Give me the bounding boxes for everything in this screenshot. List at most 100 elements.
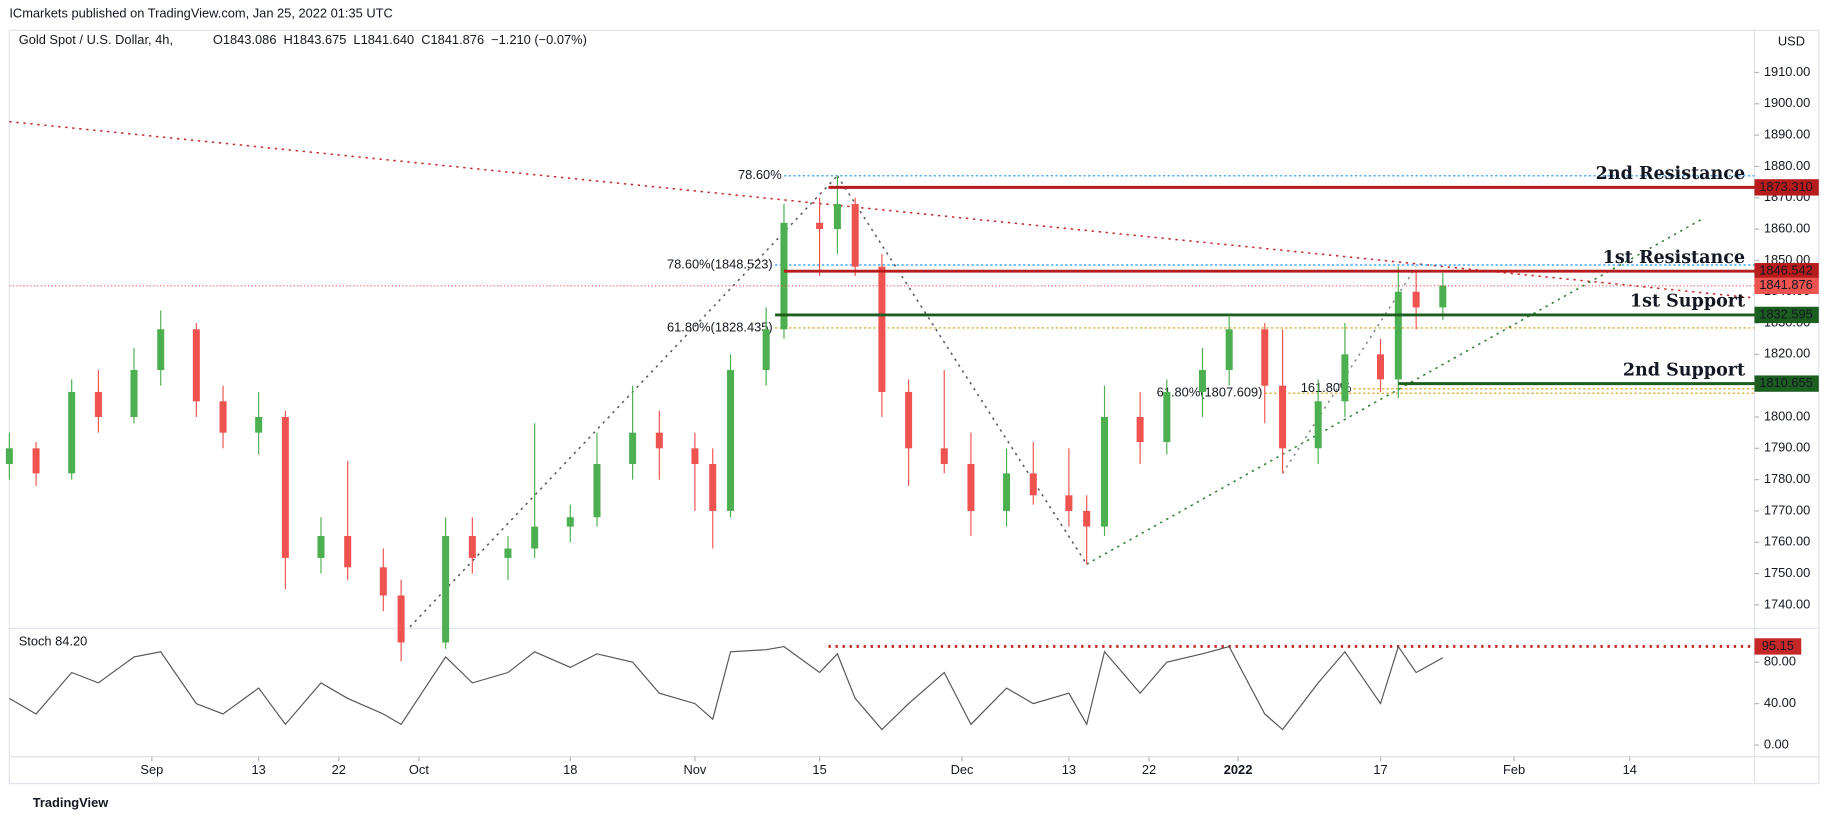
candle-body [1377,354,1385,380]
ohlc-legend: C1841.876 [421,32,484,47]
candle-body [468,535,476,558]
price-tick-label: 1800.00 [1764,408,1810,423]
level-name: 2nd Resistance [1596,164,1745,184]
candle-body [219,401,227,433]
level-price-label: 1810.655 [1759,375,1813,390]
candle-body [317,535,325,558]
trendline [1281,266,1417,474]
candle-body [531,526,539,549]
candle-body [1136,416,1144,443]
candle-body [593,463,601,518]
currency: USD [1778,33,1805,48]
candle-body [5,448,13,464]
candle-body [1314,401,1322,449]
trendline [409,175,838,628]
time-tick-label: 2022 [1224,762,1253,777]
price-tick-label: 1780.00 [1764,471,1810,486]
level-name: 2nd Support [1623,360,1745,380]
time-tick-label: 18 [563,762,577,777]
candle-body [344,535,352,568]
stoch-level-label: 95.15 [1762,638,1794,653]
price-tick-label: 1910.00 [1764,64,1810,79]
time-tick-label: 13 [252,762,266,777]
candle-body [1163,391,1171,443]
level-price-label: 1846.542 [1759,263,1813,278]
level-price-box [1754,375,1819,392]
candle-body [1065,495,1073,511]
price-tick-label: 1900.00 [1764,95,1810,110]
frame [8,29,1820,785]
candle-body [940,448,948,464]
level-price-box [1754,263,1819,280]
time-tick-label: 13 [1062,762,1076,777]
fib-label: 161.80% [1301,380,1352,395]
candle-body [691,448,699,464]
candle-body [68,391,76,474]
ohlc-legend: O1843.086 [213,32,277,47]
trendline [9,120,1755,299]
candle-body [1003,473,1011,511]
level-price-label: 1832.595 [1759,306,1813,321]
stoch-line [9,645,1444,731]
candle-body [255,416,263,433]
time-tick-label: 22 [1142,762,1156,777]
price-tick-label: 1770.00 [1764,502,1810,517]
fib-label: 61.80%(1807.609) [1157,385,1263,400]
candle-body [566,517,574,527]
price-tick-label: 1850.00 [1764,252,1810,267]
price-tick-label: 1880.00 [1764,158,1810,173]
candle-body [780,222,788,330]
price-tick-label: 1820.00 [1764,346,1810,361]
current-price-box [1754,277,1819,295]
candle-body [130,370,138,417]
candle-body [397,595,405,643]
candle-body [833,204,841,230]
ohlc-legend: −1.210 (−0.07%) [491,32,587,47]
price-tick-label: 1790.00 [1764,440,1810,455]
candle-body [32,448,40,474]
candle-body [709,463,717,511]
stoch-level-box [1754,638,1802,655]
stoch-tick-label: 80.00 [1764,654,1796,669]
fib-label: 78.60% [738,167,782,182]
stoch-tick-label: 0.00 [1764,736,1789,751]
ohlc-legend: L1841.640 [353,32,414,47]
price-tick-label: 1750.00 [1764,565,1810,580]
footer-logo: TradingView [33,795,109,810]
candle-body [1261,329,1269,386]
level-name: 1st Resistance [1603,248,1745,268]
level-price-box [1754,306,1819,324]
price-tick-label: 1890.00 [1764,127,1810,142]
fib-label: 78.60%(1848.523) [667,256,773,271]
candle-body [727,370,735,511]
time-tick-label: 22 [332,762,346,777]
candle-body [967,463,975,511]
candle-body [1394,291,1402,380]
candle-body [1100,416,1109,527]
level-name: 1st Support [1630,292,1745,312]
candle-body [192,329,200,402]
candle-body [816,222,824,230]
trendline [1086,219,1702,565]
time-tick-label: 17 [1373,762,1387,777]
stoch-title: Stoch 84.20 [19,634,88,649]
candle-body [762,329,770,371]
candle-body [878,266,886,392]
price-tick-label: 1860.00 [1764,220,1810,235]
fib-label: 61.80%(1828.435) [667,319,773,334]
candle-body [629,432,637,464]
candle-body [851,204,859,267]
price-tick-label: 1740.00 [1764,596,1810,611]
candle-body [157,329,165,371]
publisher: ICmarkets published on TradingView.com, … [9,5,392,20]
symbol-title: Gold Spot / U.S. Dollar, 4h, [19,32,173,47]
candle-body [504,548,512,558]
candle-body [655,432,663,449]
candle-body [1341,354,1349,402]
time-tick-label: Oct [409,762,429,777]
candle-body [379,567,387,596]
candle-body [1439,285,1447,308]
time-tick-label: Feb [1503,762,1525,777]
